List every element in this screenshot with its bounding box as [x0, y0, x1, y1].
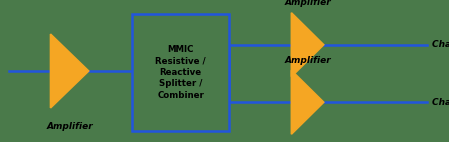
- Text: MMIC
Resistive /
Reactive
Splitter /
Combiner: MMIC Resistive / Reactive Splitter / Com…: [155, 45, 206, 100]
- Text: Channel 2: Channel 2: [432, 98, 449, 107]
- Polygon shape: [291, 13, 324, 77]
- Text: Channel 1: Channel 1: [432, 40, 449, 49]
- Polygon shape: [50, 34, 89, 108]
- Text: Amplifier: Amplifier: [46, 122, 93, 131]
- Text: Amplifier: Amplifier: [284, 56, 331, 65]
- Bar: [132, 14, 229, 131]
- Polygon shape: [291, 70, 324, 134]
- Text: Amplifier: Amplifier: [284, 0, 331, 7]
